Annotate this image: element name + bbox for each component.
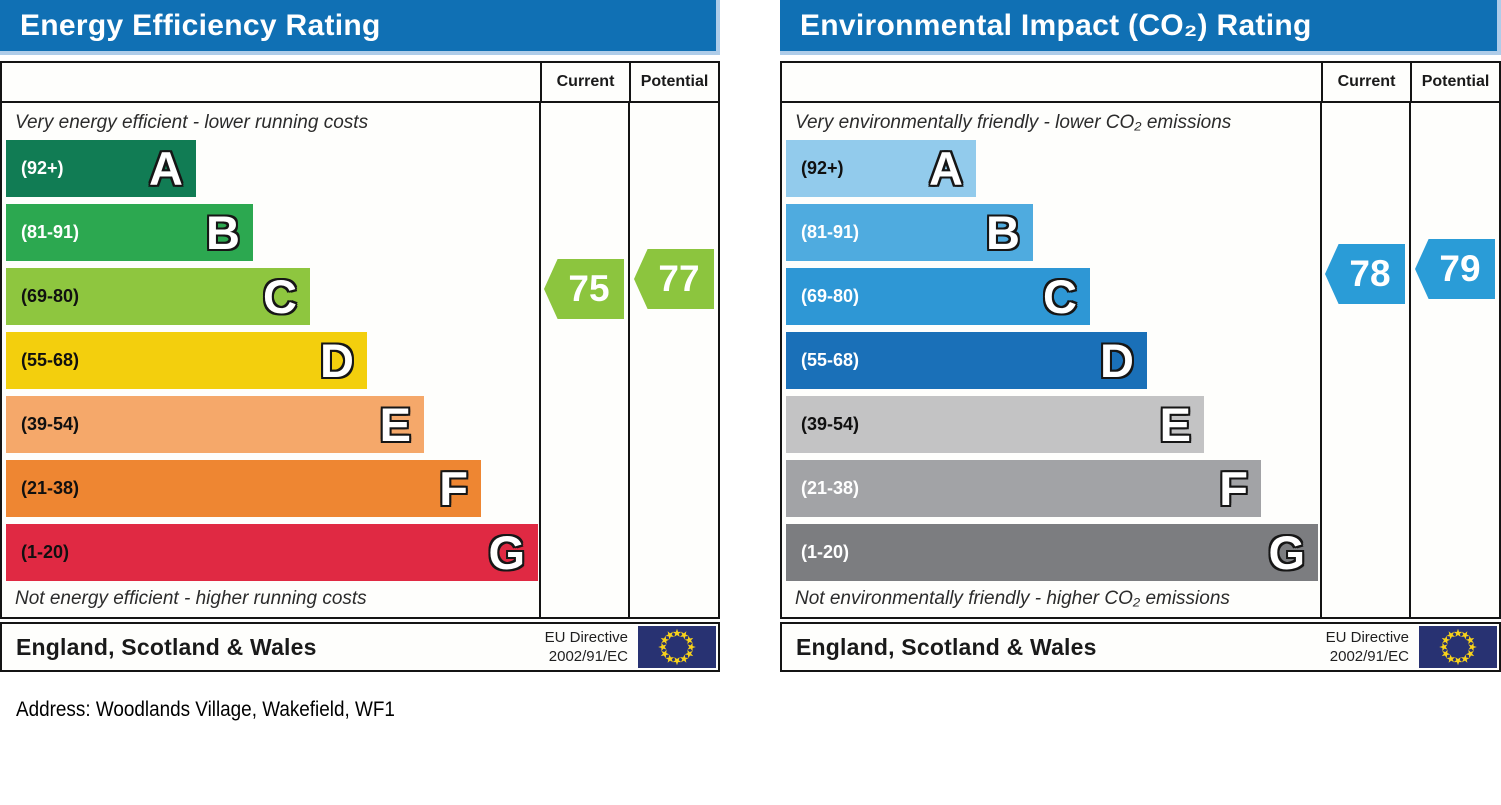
band-letter: C [263,270,297,323]
band-range: (21-38) [801,478,860,498]
band-a: (92+) A [786,140,976,197]
panel-title: Energy Efficiency Rating [20,8,381,42]
eu-directive-label: EU Directive 2002/91/EC [544,628,628,666]
current-rating-value: 78 [1349,253,1391,294]
potential-column: 79 [1409,103,1499,617]
band-c: (69-80) C [786,268,1090,325]
energy-efficiency-chart: Current Potential Very energy efficient … [0,61,720,619]
band-a: (92+) A [6,140,196,197]
band-letter: B [986,206,1020,259]
region-label: England, Scotland & Wales [796,633,1097,660]
band-range: (39-54) [21,414,80,434]
current-column-header: Current [1321,63,1410,101]
band-range: (39-54) [801,414,860,434]
band-letter: C [1043,270,1077,323]
potential-rating-value: 77 [658,258,700,299]
energy-efficiency-header: Energy Efficiency Rating [0,0,720,55]
band-f: (21-38) F [786,460,1261,517]
panel-title: Environmental Impact (CO₂) Rating [800,8,1312,42]
band-g: (1-20) G [6,524,538,581]
potential-column: 77 [628,103,718,617]
band-range: (81-91) [801,222,860,242]
band-range: (21-38) [21,478,80,498]
band-letter: A [929,142,963,195]
column-header-row: Current Potential [2,63,718,103]
band-letter: G [488,526,525,579]
band-ladder: (92+) A (81-91) B (69-80) C (55-68) [782,140,1320,581]
band-range: (69-80) [21,286,80,306]
chart-footer: England, Scotland & Wales EU Directive 2… [780,622,1501,672]
band-range: (81-91) [21,222,80,242]
environmental-impact-chart: Current Potential Very environmentally f… [780,61,1501,619]
environmental-impact-panel: Environmental Impact (CO₂) Rating Curren… [780,0,1501,672]
band-range: (69-80) [801,286,860,306]
top-caption: Very energy efficient - lower running co… [15,112,369,133]
band-ladder: (92+) A (81-91) B (69-80) C (55-68) [2,140,539,581]
band-letter: A [149,142,183,195]
band-range: (92+) [21,158,64,178]
band-area: Very energy efficient - lower running co… [2,103,539,617]
eu-flag-icon [1419,626,1497,668]
band-letter: F [439,462,468,515]
region-label: England, Scotland & Wales [16,633,317,660]
band-c: (69-80) C [6,268,310,325]
band-range: (55-68) [21,350,80,370]
band-range: (1-20) [21,542,70,562]
bottom-caption: Not environmentally friendly - higher CO… [795,588,1230,609]
potential-rating-arrow: 79 [1415,239,1495,299]
band-d: (55-68) D [6,332,367,389]
potential-column-header: Potential [629,63,718,101]
current-column: 78 [1320,103,1409,617]
band-letter: B [206,206,240,259]
chart-body: Very energy efficient - lower running co… [2,103,718,617]
potential-rating-arrow: 77 [634,249,714,309]
current-rating-arrow: 78 [1325,244,1405,304]
band-letter: D [320,334,354,387]
band-letter: E [379,398,411,451]
band-f: (21-38) F [6,460,481,517]
energy-efficiency-panel: Energy Efficiency Rating Current Potenti… [0,0,720,672]
band-e: (39-54) E [6,396,424,453]
potential-column-header: Potential [1410,63,1499,101]
current-column-header: Current [540,63,629,101]
current-rating-value: 75 [568,268,610,309]
top-caption: Very environmentally friendly - lower CO… [795,112,1232,133]
environmental-impact-header: Environmental Impact (CO₂) Rating [780,0,1501,55]
property-address: Address: Woodlands Village, Wakefield, W… [16,698,395,721]
chart-body: Very environmentally friendly - lower CO… [782,103,1499,617]
chart-footer: England, Scotland & Wales EU Directive 2… [0,622,720,672]
band-area: Very environmentally friendly - lower CO… [782,103,1320,617]
band-letter: G [1268,526,1305,579]
header-spacer [782,63,1321,101]
band-letter: E [1159,398,1191,451]
band-range: (92+) [801,158,844,178]
bottom-caption: Not energy efficient - higher running co… [15,588,367,609]
potential-rating-value: 79 [1439,248,1481,289]
band-letter: F [1219,462,1248,515]
band-b: (81-91) B [6,204,253,261]
band-letter: D [1100,334,1134,387]
band-range: (55-68) [801,350,860,370]
header-spacer [2,63,540,101]
eu-flag-icon [638,626,716,668]
band-d: (55-68) D [786,332,1147,389]
band-range: (1-20) [801,542,850,562]
current-rating-arrow: 75 [544,259,624,319]
current-column: 75 [539,103,628,617]
band-g: (1-20) G [786,524,1318,581]
band-e: (39-54) E [786,396,1204,453]
eu-directive-label: EU Directive 2002/91/EC [1325,628,1409,666]
band-b: (81-91) B [786,204,1033,261]
column-header-row: Current Potential [782,63,1499,103]
